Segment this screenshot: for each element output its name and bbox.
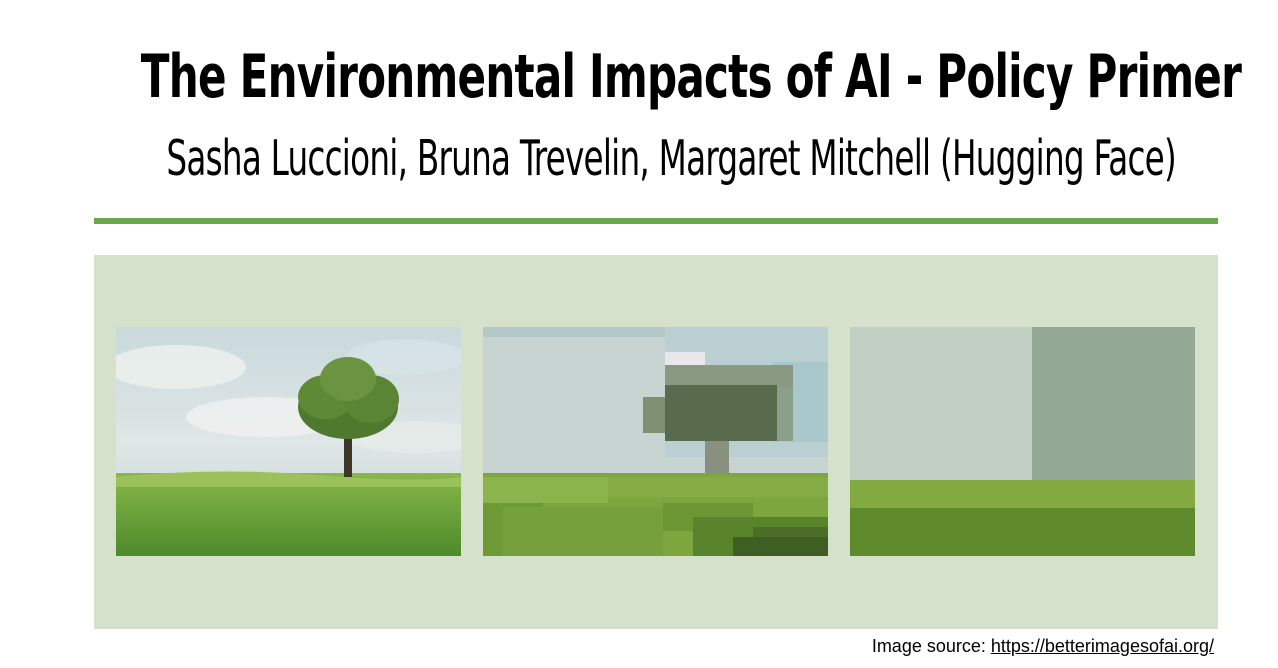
image-source-caption: Image source: https://betterimagesofai.o… <box>872 636 1214 657</box>
tree-photo-frame <box>116 327 461 556</box>
tree-abstract-frame <box>850 327 1195 556</box>
source-link[interactable]: https://betterimagesofai.org/ <box>990 636 1214 656</box>
tree-abstract-image <box>850 327 1195 556</box>
tree-pixelated-frame <box>483 327 828 556</box>
illustration-panel <box>94 255 1218 629</box>
slide-title: The Environmental Impacts of AI - Policy… <box>140 42 1242 112</box>
title-divider <box>94 218 1218 224</box>
tree-photo-image <box>116 327 461 556</box>
caption-prefix: Image source: <box>871 636 991 656</box>
tree-pixelated-image <box>483 327 828 556</box>
slide-authors: Sasha Luccioni, Bruna Trevelin, Margaret… <box>166 130 1176 187</box>
